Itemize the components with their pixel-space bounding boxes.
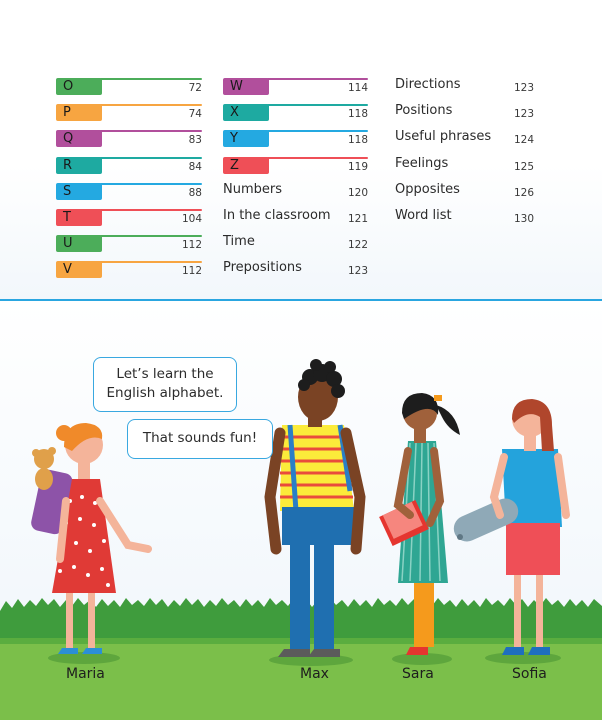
toc-page-number: 74: [188, 108, 202, 121]
bubble-line-2: English alphabet.: [106, 385, 224, 401]
toc-topic-label: Time: [223, 234, 255, 250]
illustration-scene: Let’s learn the English alphabet. That s…: [0, 301, 602, 720]
toc-row-useful-phrases[interactable]: Useful phrases 124: [395, 127, 534, 153]
toc-rule: [267, 130, 368, 133]
bubble-sounds-fun-text: That sounds fun!: [142, 430, 258, 446]
name-label-sara: Sara: [402, 666, 434, 682]
toc-page-number: 118: [347, 134, 368, 147]
toc-rule: [100, 182, 202, 185]
toc-row-letter-u[interactable]: U 112: [56, 232, 202, 258]
max-figure: [264, 359, 366, 657]
toc-page-number: 125: [513, 160, 534, 173]
maria-figure: [31, 423, 152, 654]
toc-row-feelings[interactable]: Feelings 125: [395, 154, 534, 180]
toc-topic-label: Word list: [395, 207, 452, 223]
toc-letter-tab: T: [56, 208, 102, 226]
toc-row-letter-v[interactable]: V 112: [56, 258, 202, 284]
toc-row-word-list[interactable]: Word list 130: [395, 206, 534, 232]
toc-topic-label: Prepositions: [223, 260, 302, 276]
toc-row-opposites[interactable]: Opposites 126: [395, 180, 534, 206]
name-label-sofia: Sofia: [512, 666, 547, 682]
toc-letter-tab: W: [223, 78, 269, 95]
toc-row-letter-t[interactable]: T 104: [56, 206, 202, 232]
toc-page-number: 83: [188, 134, 202, 147]
toc-topic-label: In the classroom: [223, 207, 331, 223]
toc-page-number: 123: [347, 265, 368, 278]
sofia-figure: [453, 399, 570, 655]
toc-letter-tab: U: [56, 235, 102, 253]
toc-topic-label: Feelings: [395, 155, 449, 171]
toc-page-number: 112: [181, 265, 202, 278]
toc-rule: [267, 78, 368, 80]
toc-page-number: 84: [188, 160, 202, 173]
sara-book: [379, 500, 429, 546]
toc-row-letter-y[interactable]: Y 118: [223, 127, 368, 153]
toc-letter-tab: V: [56, 261, 102, 279]
toc-topic-label: Positions: [395, 103, 453, 119]
bubble-line-1: Let’s learn the: [116, 366, 214, 382]
toc-page-number: 88: [188, 186, 202, 199]
toc-row-positions[interactable]: Positions 123: [395, 101, 534, 127]
toc-page-number: 118: [347, 108, 368, 121]
toc-page-number: 114: [347, 82, 368, 94]
toc-rule: [267, 104, 368, 107]
toc-row-directions[interactable]: Directions 123: [395, 75, 534, 101]
toc-topic-label: Useful phrases: [395, 129, 492, 145]
toc-rule: [100, 208, 202, 211]
toc-page-number: 119: [347, 160, 368, 173]
toc-column-letters-o-v: O 72 P 74 Q 83 R 84 S 88 T 104 U 112 V 112: [56, 75, 202, 285]
section-divider: [0, 299, 602, 301]
toc-topic-label: Directions: [395, 77, 461, 92]
toc-row-letter-x[interactable]: X 118: [223, 101, 368, 127]
toc-letter-tab: Y: [223, 130, 269, 148]
toc-page-number: 123: [513, 82, 534, 94]
toc-rule: [100, 156, 202, 159]
toc-row-letter-z[interactable]: Z 119: [223, 154, 368, 180]
toc-page-number: 130: [513, 212, 534, 225]
toc-page-number: 123: [513, 108, 534, 121]
toc-page-number: 120: [347, 186, 368, 199]
toc-rule: [267, 156, 368, 159]
toc-topic-label: Opposites: [395, 181, 460, 197]
toc-letter-tab: Q: [56, 130, 102, 148]
toc-letter-tab: Z: [223, 156, 269, 174]
toc-page-number: 112: [181, 239, 202, 252]
toc-row-letter-o[interactable]: O 72: [56, 75, 202, 101]
toc-row-letter-s[interactable]: S 88: [56, 180, 202, 206]
toc-letter-tab: R: [56, 156, 102, 174]
toc-row-in-the-classroom[interactable]: In the classroom 121: [223, 206, 368, 232]
toc-row-numbers[interactable]: Numbers 120: [223, 180, 368, 206]
toc-column-letters-w-z-topics: W 114 X 118 Y 118 Z 119 Numbers 120 In the classro…: [223, 75, 368, 285]
toc-topic-label: Numbers: [223, 181, 282, 197]
toc-row-time[interactable]: Time 122: [223, 232, 368, 258]
toc-rule: [100, 104, 202, 107]
name-label-max: Max: [300, 666, 329, 682]
toc-rule: [100, 130, 202, 133]
toc-page-number: 122: [347, 239, 368, 252]
toc-letter-tab: S: [56, 182, 102, 200]
toc-letter-tab: X: [223, 104, 269, 122]
toc-letter-tab: P: [56, 104, 102, 122]
toc-rule: [100, 235, 202, 238]
toc-row-letter-q[interactable]: Q 83: [56, 127, 202, 153]
toc-page-number: 72: [188, 82, 202, 94]
speech-bubble-sounds-fun: That sounds fun!: [127, 419, 273, 459]
toc-row-letter-w[interactable]: W 114: [223, 75, 368, 101]
sara-figure: [379, 393, 460, 655]
toc-row-letter-p[interactable]: P 74: [56, 101, 202, 127]
toc-column-topics: Directions 123 Positions 123 Useful phrases 1…: [395, 75, 534, 232]
toc-page-number: 121: [347, 212, 368, 225]
toc-row-prepositions[interactable]: Prepositions 123: [223, 258, 368, 284]
toc-page-number: 104: [181, 212, 202, 225]
toc-row-letter-r[interactable]: R 84: [56, 154, 202, 180]
kids-illustration: [0, 301, 602, 720]
toc-rule: [100, 78, 202, 80]
name-label-maria: Maria: [66, 666, 105, 682]
toc-rule: [100, 261, 202, 264]
table-of-contents: O 72 P 74 Q 83 R 84 S 88 T 104 U 112 V 112 W 114 X 118 Y 118…: [0, 0, 602, 300]
toc-page-number: 126: [513, 186, 534, 199]
toc-letter-tab: O: [56, 78, 102, 95]
toc-page-number: 124: [513, 134, 534, 147]
speech-bubble-learn-alphabet: Let’s learn the English alphabet.: [93, 357, 237, 412]
